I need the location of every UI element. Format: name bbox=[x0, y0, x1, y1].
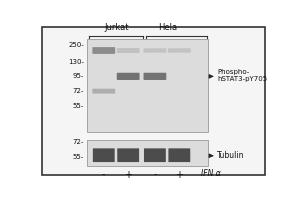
Text: 250-: 250- bbox=[68, 42, 84, 48]
Text: 72-: 72- bbox=[73, 139, 84, 145]
Bar bbox=[88, 140, 208, 166]
Bar bbox=[88, 39, 208, 132]
FancyBboxPatch shape bbox=[117, 73, 140, 80]
Text: 55-: 55- bbox=[73, 154, 84, 160]
FancyBboxPatch shape bbox=[168, 48, 191, 53]
Text: Phospho-
hSTAT3-pY705: Phospho- hSTAT3-pY705 bbox=[217, 69, 267, 82]
Text: IFN α: IFN α bbox=[201, 169, 221, 178]
Text: Jurkat: Jurkat bbox=[104, 23, 129, 32]
FancyBboxPatch shape bbox=[92, 89, 115, 94]
FancyBboxPatch shape bbox=[117, 148, 139, 162]
FancyBboxPatch shape bbox=[143, 73, 166, 80]
Text: 55-: 55- bbox=[73, 103, 84, 109]
FancyBboxPatch shape bbox=[93, 148, 115, 162]
FancyBboxPatch shape bbox=[117, 48, 140, 53]
FancyBboxPatch shape bbox=[143, 48, 166, 53]
Text: Hela: Hela bbox=[158, 23, 177, 32]
FancyBboxPatch shape bbox=[168, 148, 190, 162]
Text: +: + bbox=[175, 170, 183, 180]
Text: 95-: 95- bbox=[73, 73, 84, 79]
Text: 72-: 72- bbox=[73, 88, 84, 94]
Text: 130-: 130- bbox=[68, 59, 84, 65]
Text: -: - bbox=[153, 170, 157, 180]
Text: +: + bbox=[124, 170, 132, 180]
Text: Tubulin: Tubulin bbox=[217, 151, 245, 160]
FancyBboxPatch shape bbox=[144, 148, 166, 162]
Text: -: - bbox=[102, 170, 106, 180]
FancyBboxPatch shape bbox=[92, 47, 115, 54]
